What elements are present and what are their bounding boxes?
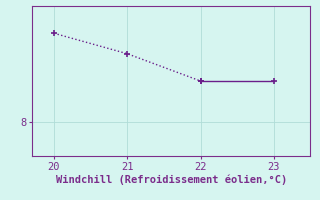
X-axis label: Windchill (Refroidissement éolien,°C): Windchill (Refroidissement éolien,°C) [56,174,287,185]
